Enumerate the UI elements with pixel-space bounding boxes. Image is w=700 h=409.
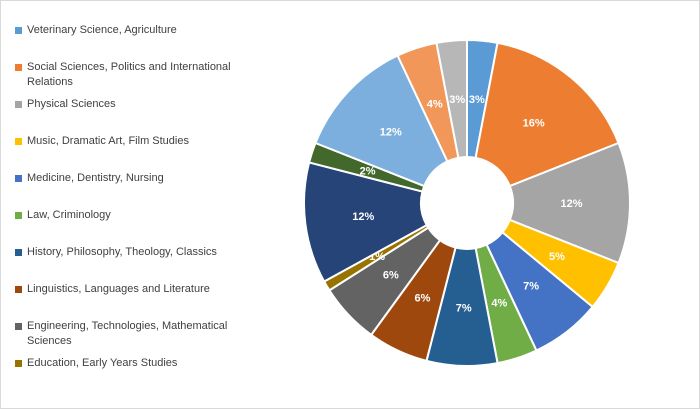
legend-label: Social Sciences, Politics and Internatio… [27, 61, 231, 88]
legend-swatch [15, 101, 22, 108]
legend-item: Law, Criminology [15, 208, 245, 223]
slice-data-label: 7% [523, 281, 539, 293]
legend-swatch [15, 212, 22, 219]
donut-slice [435, 38, 468, 159]
legend-item: Music, Dramatic Art, Film Studies [15, 134, 245, 149]
slice-data-label: 2% [360, 166, 376, 178]
legend-item: Veterinary Science, Agriculture [15, 23, 245, 38]
legend-label: Music, Dramatic Art, Film Studies [27, 135, 189, 147]
legend-label: Medicine, Dentistry, Nursing [27, 172, 164, 184]
donut-slice [508, 141, 631, 265]
slice-data-label: 3% [469, 94, 485, 106]
legend-label: Education, Early Years Studies [27, 357, 178, 369]
legend-label: Law, Criminology [27, 209, 111, 221]
legend-item: Medicine, Dentistry, Nursing [15, 171, 245, 186]
slice-data-label: 3% [449, 94, 465, 106]
legend-swatch [15, 286, 22, 293]
legend-label: Veterinary Science, Agriculture [27, 24, 177, 36]
legend-swatch [15, 27, 22, 34]
slice-data-label: 12% [560, 198, 582, 210]
legend-swatch [15, 175, 22, 182]
legend-swatch [15, 323, 22, 330]
slice-data-label: 12% [352, 211, 374, 223]
donut-slice [474, 41, 620, 188]
slice-data-label: 16% [523, 117, 545, 129]
legend-swatch [15, 138, 22, 145]
slice-data-label: 6% [415, 293, 431, 305]
slice-data-label: 7% [456, 302, 472, 314]
legend-swatch [15, 64, 22, 71]
legend-label: Linguistics, Languages and Literature [27, 283, 210, 295]
legend-item: Linguistics, Languages and Literature [15, 282, 245, 297]
donut-slice [303, 161, 429, 283]
legend-item: Education, Early Years Studies [15, 356, 245, 371]
slice-data-label: 4% [491, 297, 507, 309]
legend-label: History, Philosophy, Theology, Classics [27, 246, 217, 258]
legend-label: Physical Sciences [27, 98, 116, 110]
slice-data-label: 12% [380, 126, 402, 138]
donut-slice [314, 54, 449, 188]
legend-label: Engineering, Technologies, Mathematical S… [27, 320, 228, 347]
legend-item: Engineering, Technologies, Mathematical S… [15, 319, 245, 349]
legend-item: History, Philosophy, Theology, Classics [15, 245, 245, 260]
legend-swatch [15, 249, 22, 256]
slice-data-label: 4% [427, 99, 443, 111]
slice-data-label: 5% [549, 251, 565, 263]
legend-item: Physical Sciences [15, 97, 245, 112]
slice-data-label: 6% [383, 270, 399, 282]
legend-item: Social Sciences, Politics and Internatio… [15, 60, 245, 90]
legend-swatch [15, 360, 22, 367]
